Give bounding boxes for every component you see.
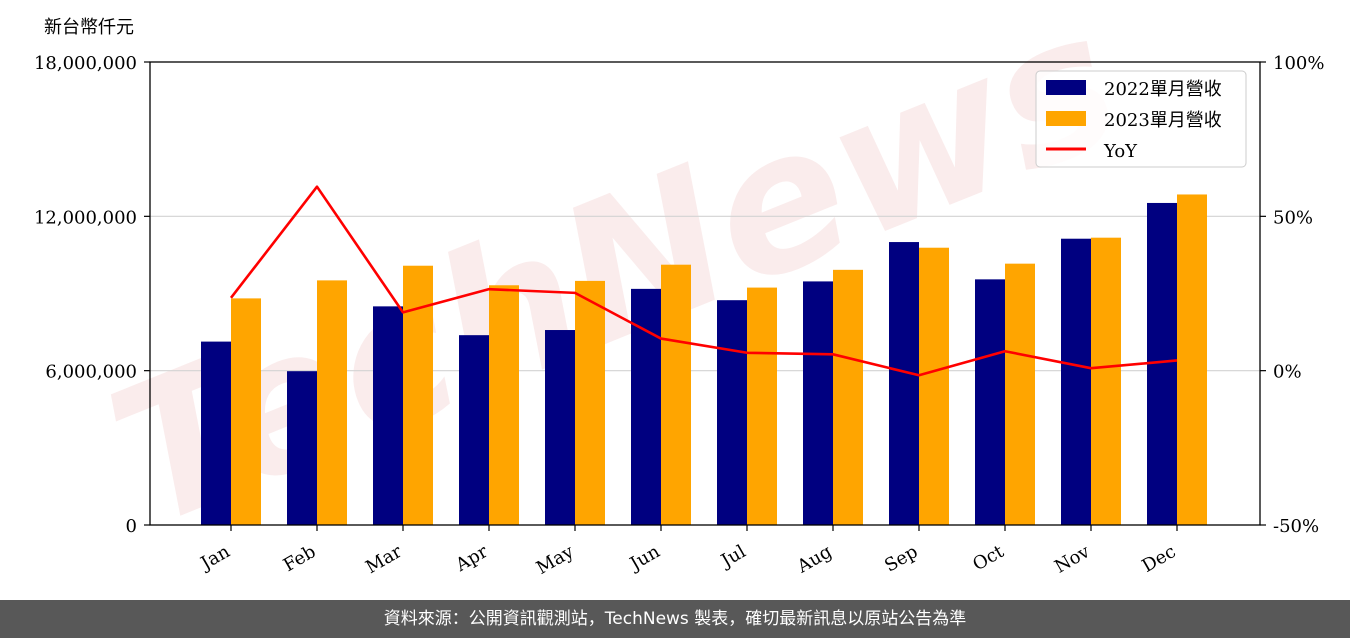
yoy-line-group (229, 185, 1178, 377)
bar-2022-oct (975, 279, 1005, 525)
bar-2023-aug (833, 269, 863, 525)
source-footer: 資料來源：公開資訊觀測站，TechNews 製表，確切最新訊息以原站公告為準 (0, 600, 1350, 638)
right-tick-label: 0% (1273, 362, 1302, 383)
bar-2023-jul (747, 287, 777, 525)
x-tick-label-jul: Jul (716, 541, 750, 573)
left-tick-label: 18,000,000 (34, 53, 137, 74)
legend-box (1035, 70, 1247, 168)
x-tick-label-aug: Aug (793, 541, 836, 578)
right-tick-label: 100% (1273, 53, 1324, 74)
bar-2022-mar (373, 306, 403, 525)
left-tick-label: 0 (126, 516, 137, 537)
x-tick-label-mar: Mar (362, 541, 406, 578)
bar-2022-may (545, 330, 575, 525)
legend-swatch-2022 (1046, 80, 1086, 95)
chart-svg: TechNews 新台幣仟元06,000,00012,000,00018,000… (34, 0, 1325, 579)
footer-text: 資料來源：公開資訊觀測站，TechNews 製表，確切最新訊息以原站公告為準 (383, 609, 967, 629)
bar-2022-feb (287, 371, 317, 525)
bar-2023-oct (1005, 263, 1035, 525)
x-tick-label-dec: Dec (1139, 541, 1180, 577)
bar-2023-may (575, 280, 605, 525)
bar-2022-nov (1061, 238, 1091, 525)
bar-2022-jun (631, 288, 661, 525)
legend: 2022單月營收 2023單月營收 YoY (1035, 70, 1247, 168)
x-tick-label-apr: Apr (451, 541, 491, 576)
bar-2022-apr (459, 335, 489, 525)
right-tick-label: 50% (1273, 207, 1313, 228)
bar-2023-jun (661, 264, 691, 525)
bar-2023-sep (919, 247, 949, 525)
bar-2023-jan (231, 298, 261, 525)
legend-label-2022: 2022單月營收 (1104, 79, 1222, 100)
bars-group (201, 194, 1207, 526)
bar-2023-feb (317, 280, 347, 525)
x-tick-label-nov: Nov (1051, 541, 1094, 578)
right-tick-label: -50% (1273, 516, 1319, 537)
x-tick-label-may: May (533, 541, 578, 579)
bar-2022-jul (717, 300, 747, 525)
left-tick-label: 6,000,000 (45, 362, 137, 383)
x-tick-label-feb: Feb (280, 541, 320, 576)
left-axis-unit-label: 新台幣仟元 (44, 17, 134, 38)
bar-2022-aug (803, 281, 833, 525)
x-tick-label-jun: Jun (625, 541, 664, 576)
bar-2022-sep (889, 242, 919, 526)
plot-frame (149, 61, 1261, 526)
legend-swatch-2023 (1046, 111, 1086, 126)
bar-2022-jan (201, 341, 231, 525)
x-tick-label-oct: Oct (969, 541, 1008, 576)
left-tick-label: 12,000,000 (34, 207, 137, 228)
x-tick-label-sep: Sep (881, 541, 921, 576)
legend-label-yoy: YoY (1103, 141, 1138, 162)
bar-2023-nov (1091, 237, 1121, 525)
legend-label-2023: 2023單月營收 (1104, 110, 1222, 131)
yoy-line (229, 185, 1178, 377)
bar-2023-dec (1177, 194, 1207, 525)
bar-2023-apr (489, 285, 519, 525)
revenue-chart: TechNews 新台幣仟元 0 6,000,000 12,000,000 18,000… (34, 0, 1325, 579)
